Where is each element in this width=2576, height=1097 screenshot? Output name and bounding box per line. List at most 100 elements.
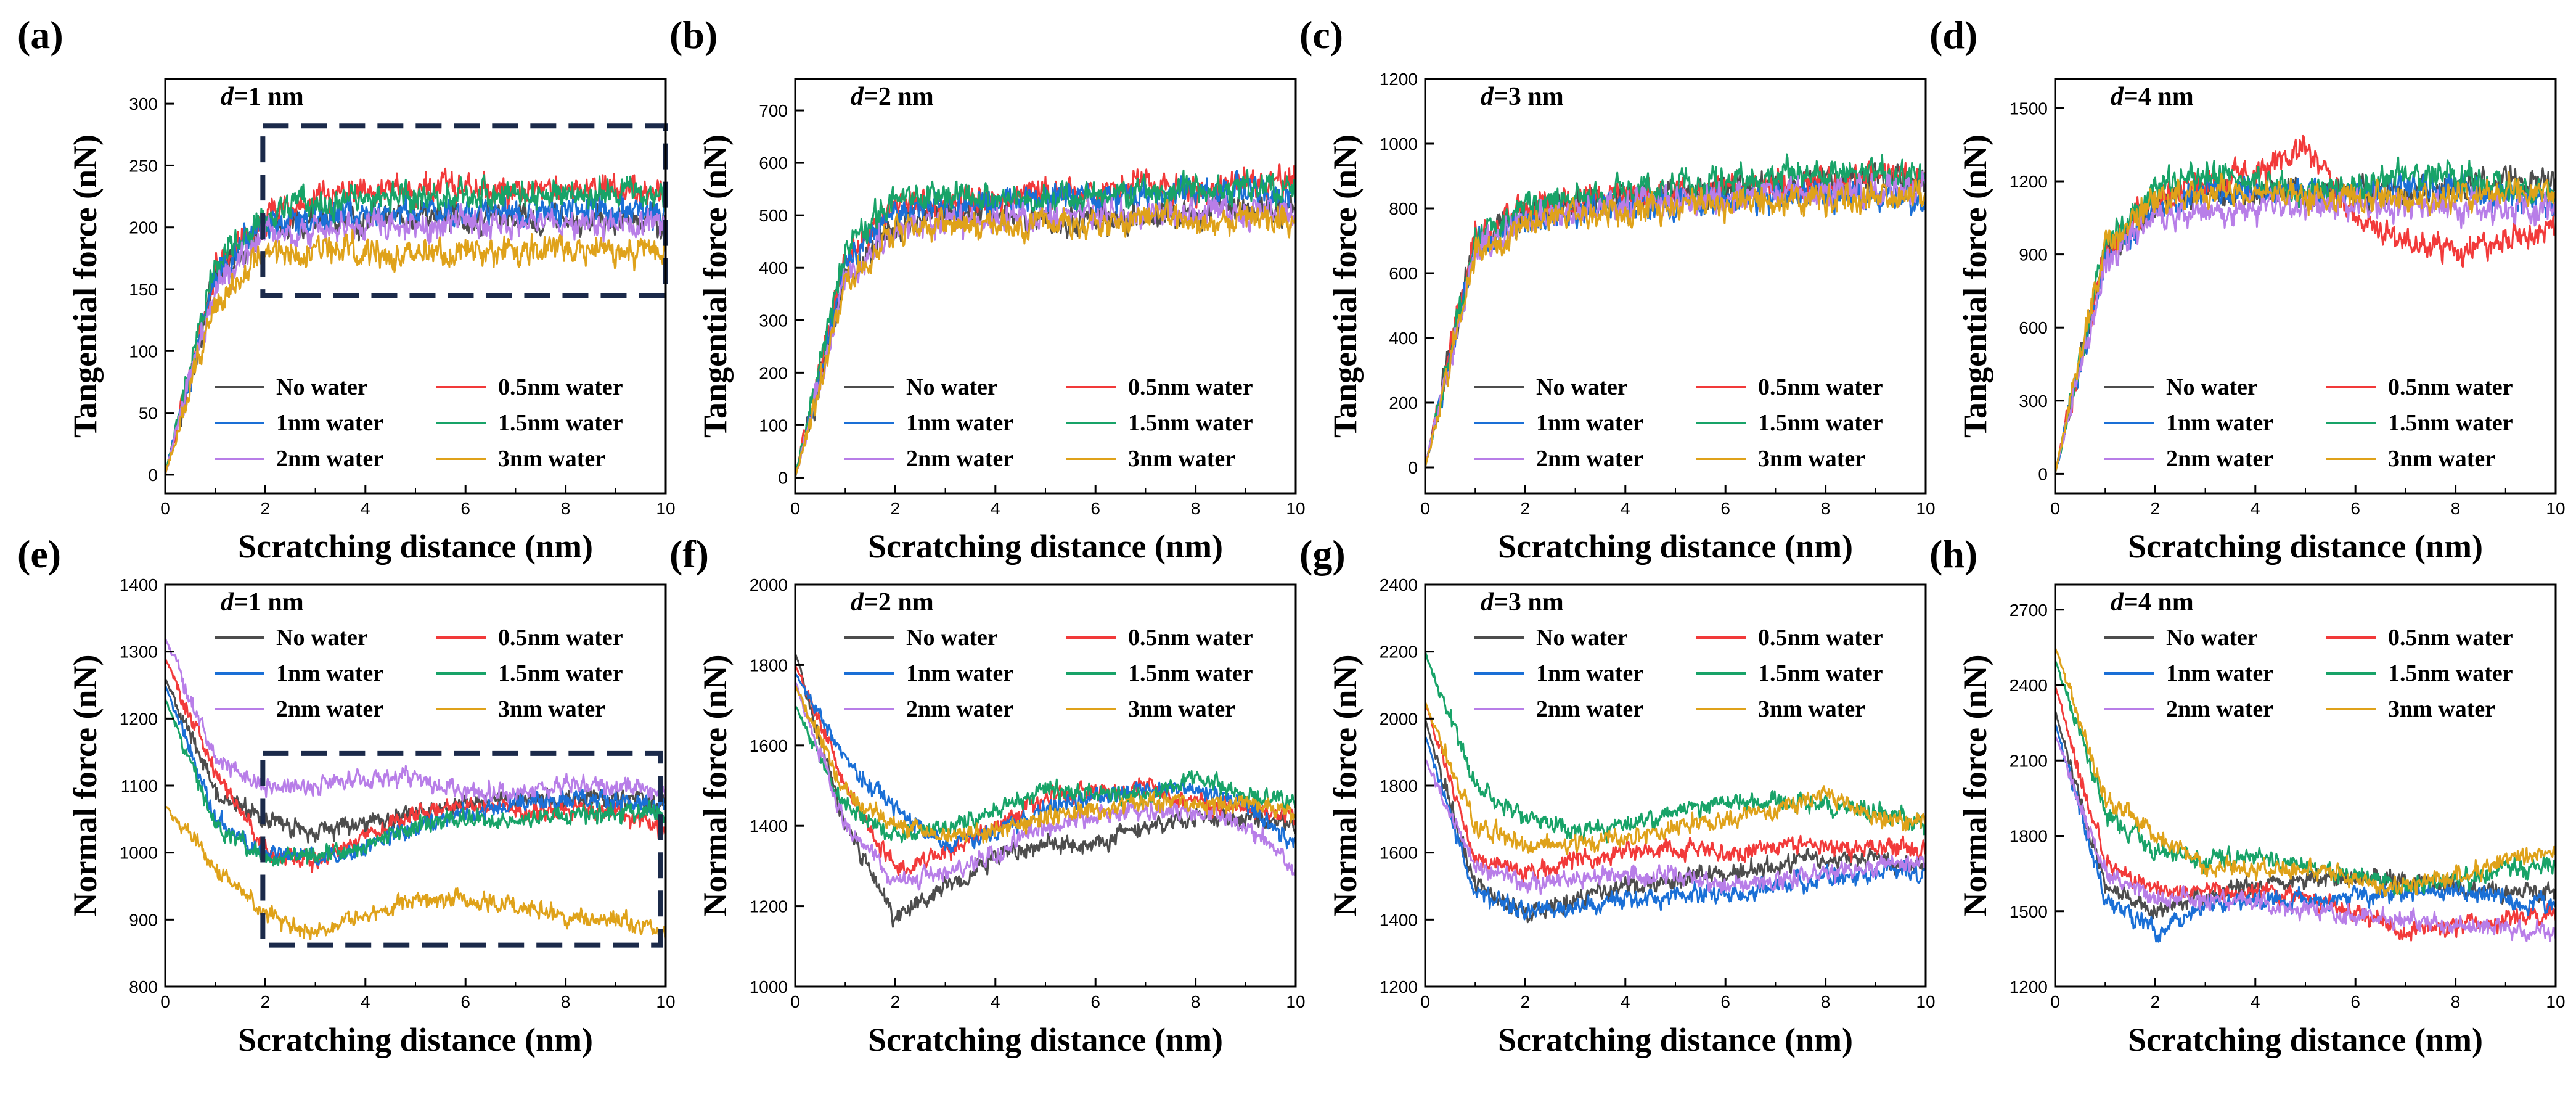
legend-label: 1nm water [906,410,1013,436]
panel-label: (e) [17,532,61,576]
series-line [2055,186,2556,474]
highlight-box [260,123,668,298]
x-axis-title: Scratching distance (nm) [238,1021,593,1058]
y-tick-label: 200 [759,363,788,382]
series-group [165,167,666,475]
y-tick-label: 2700 [2010,601,2048,620]
x-tick-label: 2 [261,499,271,518]
series-group [795,163,1296,478]
series-group [165,638,666,943]
y-axis-title: Normal force (nN) [1327,655,1364,917]
panel-g: 0 2 4 6 8 10 1200 1400 1600 1800 2000 2200 2400 Scrat… [1299,532,1936,1058]
x-tick-label: 10 [2546,992,2565,1011]
d-annotation: d=4 nm [2111,588,2194,617]
legend-label: 3nm water [498,696,605,722]
y-tick-label: 150 [129,280,158,299]
x-tick-label: 4 [991,992,1000,1011]
legend-label: No water [276,374,368,400]
legend-label: No water [1536,374,1628,400]
legend-label: 2nm water [276,446,383,472]
series-group [2055,134,2556,474]
x-tick-label: 2 [891,992,901,1011]
legend: No water 0.5nm water 1nm water 1.5nm water 2… [215,625,623,722]
x-tick-label: 8 [2451,499,2461,518]
legend-label: 2nm water [1536,696,1643,722]
series-line [1425,179,1926,468]
x-tick-label: 6 [1720,499,1730,518]
x-tick-label: 10 [656,992,675,1011]
y-axis-title: Normal force (nN) [697,655,734,917]
x-tick-label: 10 [1286,499,1305,518]
panel-label: (d) [1929,13,1977,57]
legend-label: 1.5nm water [2388,660,2513,686]
legend-label: 2nm water [276,696,383,722]
y-tick-label: 1500 [2010,99,2048,118]
x-tick-label: 6 [2350,499,2360,518]
legend: No water 0.5nm water 1nm water 1.5nm water 2… [844,374,1253,472]
legend-label: 1.5nm water [1758,410,1883,436]
legend-label: 3nm water [1128,696,1235,722]
panel-label: (f) [669,532,709,576]
series-line [165,174,666,475]
series-line [1425,735,1926,921]
d-symbol: d [1481,588,1494,617]
legend-label: 2nm water [906,696,1013,722]
panel-label: (g) [1299,532,1346,576]
x-axis-title: Scratching distance (nm) [1498,1021,1853,1058]
y-tick-label: 600 [1389,264,1418,283]
x-tick-label: 8 [1191,499,1201,518]
panel-label: (h) [1929,532,1977,576]
d-value: =3 nm [1494,588,1564,617]
x-tick-label: 8 [561,499,571,518]
d-value: =1 nm [234,83,304,111]
x-tick-label: 8 [2451,992,2461,1011]
y-tick-label: 1200 [1380,977,1418,996]
y-tick-label: 2400 [2010,676,2048,695]
x-tick-label: 2 [2151,992,2161,1011]
y-tick-label: 300 [2019,392,2048,411]
legend-label: 1.5nm water [2388,410,2513,436]
x-tick-label: 6 [1090,499,1100,518]
y-axis-title: Normal force (nN) [1957,655,1993,917]
series-line [795,169,1296,478]
series-line [165,638,666,804]
x-tick-label: 4 [991,499,1000,518]
legend-label: 3nm water [1128,446,1235,472]
legend-label: 1nm water [906,660,1013,686]
x-tick-label: 8 [1821,992,1831,1011]
d-symbol: d [2111,83,2124,111]
x-tick-label: 2 [261,992,271,1011]
y-tick-label: 1200 [1380,70,1418,89]
series-line [795,680,1296,891]
y-tick-label: 0 [778,468,788,487]
y-tick-label: 1100 [121,776,158,795]
legend: No water 0.5nm water 1nm water 1.5nm water 2… [2104,374,2513,472]
legend-label: 2nm water [906,446,1013,472]
x-axis-title: Scratching distance (nm) [1498,528,1853,565]
x-tick-label: 10 [1286,992,1305,1011]
d-value: =2 nm [864,588,934,617]
series-line [2055,647,2556,897]
x-axis-title: Scratching distance (nm) [2128,528,2483,565]
y-tick-label: 500 [759,206,788,225]
d-value: =3 nm [1494,83,1564,111]
y-tick-label: 1400 [750,816,788,836]
d-symbol: d [851,588,864,617]
d-annotation: d=3 nm [1481,83,1564,111]
series-group [795,652,1296,928]
series-group [1425,651,1926,924]
series-group [2055,647,2556,943]
legend-label: No water [276,625,368,651]
legend-label: 0.5nm water [1128,374,1253,400]
y-tick-label: 1400 [120,575,158,594]
x-tick-label: 4 [2251,499,2260,518]
legend-label: 0.5nm water [2388,374,2513,400]
d-annotation: d=1 nm [221,588,304,617]
y-tick-label: 1600 [1380,844,1418,863]
y-axis-title: Tangential force (nN) [697,134,734,438]
legend-label: 1nm water [276,410,383,436]
series-line [2055,171,2556,474]
y-tick-label: 1800 [1380,776,1418,795]
x-tick-label: 6 [2350,992,2360,1011]
